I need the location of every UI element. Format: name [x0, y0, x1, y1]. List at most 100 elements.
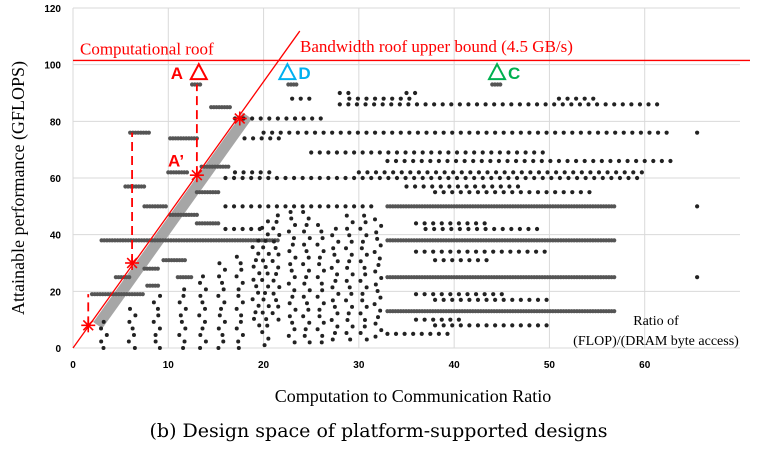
design-point [179, 319, 184, 324]
y-tick-label: 100 [44, 61, 61, 72]
design-point [307, 340, 312, 345]
design-point [475, 323, 481, 328]
design-point [337, 90, 342, 96]
design-point [292, 275, 297, 280]
design-point [393, 158, 399, 164]
design-point [289, 216, 294, 221]
design-point [582, 96, 587, 101]
design-point [364, 96, 369, 101]
x-tick-label: 60 [639, 360, 651, 371]
design-point [223, 226, 228, 232]
design-point [155, 306, 160, 311]
design-point [474, 102, 480, 107]
design-point [360, 175, 365, 181]
design-point [499, 292, 504, 297]
design-point [386, 150, 391, 155]
design-point [389, 102, 394, 107]
design-point [492, 102, 497, 107]
design-point [513, 158, 519, 164]
design-point [257, 175, 262, 181]
design-point [362, 324, 367, 329]
design-point [501, 130, 506, 135]
design-point [535, 297, 541, 302]
design-point [518, 190, 523, 195]
design-point [346, 102, 351, 107]
design-point [177, 332, 182, 337]
design-point [432, 258, 438, 263]
design-point [578, 190, 583, 195]
design-point [394, 150, 400, 155]
design-point [448, 249, 453, 254]
design-point [276, 304, 281, 309]
design-point [326, 204, 331, 209]
design-point [216, 293, 221, 298]
design-point [373, 282, 378, 287]
design-point [475, 258, 481, 263]
design-point [482, 221, 487, 226]
design-point [157, 346, 162, 350]
design-point [535, 190, 541, 195]
design-point [432, 102, 437, 107]
design-point [198, 346, 203, 350]
design-point [358, 330, 363, 335]
design-point [288, 262, 293, 267]
design-point [599, 158, 604, 164]
design-point [639, 170, 644, 175]
design-point [617, 175, 623, 181]
design-point [329, 317, 334, 322]
design-point [569, 102, 574, 107]
design-point [441, 297, 446, 302]
design-point [231, 175, 237, 181]
design-point [416, 170, 421, 175]
y-tick-label: 80 [50, 117, 62, 128]
design-point [333, 226, 338, 231]
design-point [496, 158, 502, 164]
design-point [466, 102, 471, 107]
y-tick-label: 40 [50, 231, 62, 242]
design-point [540, 175, 545, 181]
design-point [431, 317, 436, 322]
design-point [439, 317, 444, 322]
design-point [286, 333, 291, 338]
design-point [510, 323, 515, 328]
design-point [591, 158, 596, 164]
design-point [242, 136, 247, 141]
design-point [408, 170, 413, 175]
design-point [465, 292, 470, 297]
design-point [385, 331, 390, 336]
design-point [566, 175, 571, 181]
design-point [413, 249, 419, 254]
design-point [249, 226, 254, 232]
design-point [515, 184, 521, 189]
design-point [616, 158, 622, 164]
design-point [489, 175, 494, 181]
design-point [260, 330, 265, 335]
design-point [431, 249, 436, 254]
design-point [458, 130, 463, 135]
design-point [480, 175, 485, 181]
design-point [355, 96, 361, 101]
design-point [101, 346, 106, 350]
design-point [360, 291, 365, 296]
design-point [441, 130, 446, 135]
design-point [334, 204, 340, 209]
design-point [429, 175, 434, 181]
design-point [259, 136, 264, 141]
design-point [527, 297, 532, 302]
design-point [544, 297, 549, 302]
design-point [351, 150, 357, 155]
design-point [412, 184, 418, 189]
design-point [637, 102, 643, 107]
design-point [261, 245, 266, 250]
design-point [612, 204, 617, 209]
design-point [355, 130, 361, 135]
design-point [354, 102, 360, 107]
design-point [343, 150, 348, 155]
design-point [419, 331, 424, 336]
design-point [432, 130, 438, 135]
design-point [695, 204, 700, 209]
design-point [481, 184, 486, 189]
design-point [500, 102, 505, 107]
design-point [318, 116, 323, 121]
design-point [458, 323, 463, 328]
